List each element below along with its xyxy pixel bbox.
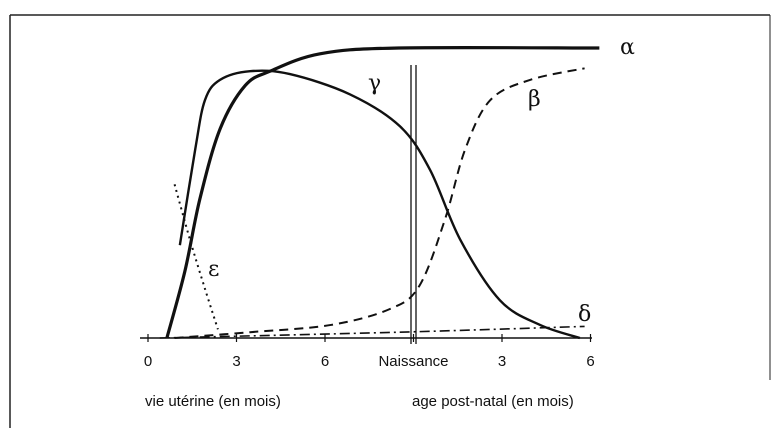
series-line	[178, 69, 581, 340]
series-label: ε	[208, 257, 219, 282]
series-line	[174, 67, 585, 339]
series-label: δ	[578, 302, 591, 327]
series-line	[159, 325, 585, 339]
series-line	[173, 184, 219, 330]
series-label: γ	[368, 71, 381, 96]
x-tick-label: 6	[321, 353, 329, 370]
x-tick-label: 3	[498, 353, 506, 370]
x-tick-label: 6	[586, 353, 594, 370]
x-tick-label: 3	[232, 353, 240, 370]
series-line	[165, 45, 600, 339]
x-axis-label: age post-natal (en mois)	[412, 393, 574, 410]
x-axis-label: vie utérine (en mois)	[145, 393, 281, 410]
x-tick-label: Naissance	[378, 353, 448, 370]
x-tick-label: 0	[144, 353, 152, 370]
series-label: α	[620, 35, 635, 60]
series-label: β	[528, 87, 541, 112]
